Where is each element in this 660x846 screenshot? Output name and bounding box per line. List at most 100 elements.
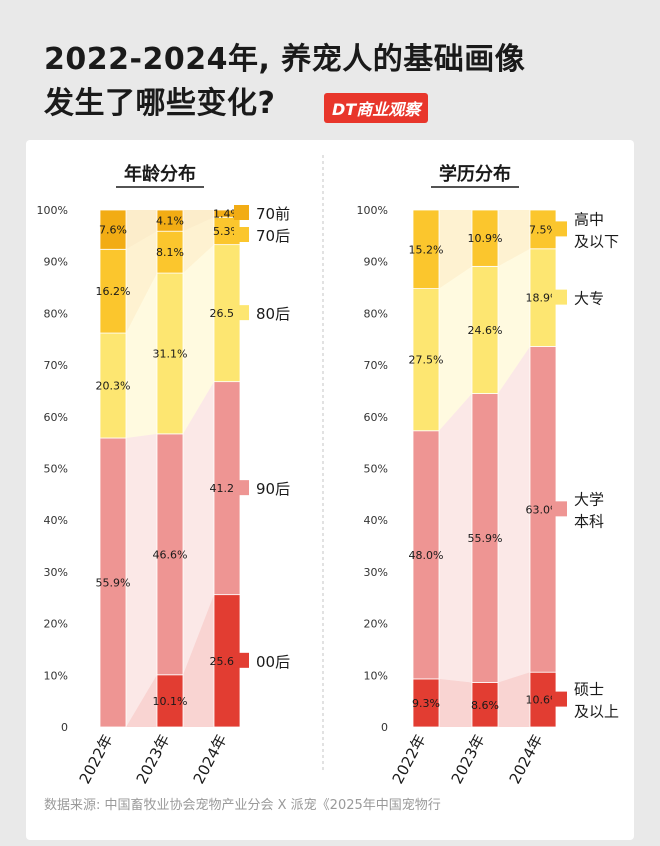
- c1-band-5: [126, 210, 157, 250]
- c2-ytick: 60%: [364, 411, 388, 424]
- c2-bar-1: [529, 671, 557, 728]
- c2-bar-2: [529, 346, 557, 673]
- c1-legend-swatch-4: [234, 227, 249, 242]
- c2-legend-label: 本科: [574, 512, 604, 530]
- c2-legend-label: 及以上: [574, 703, 619, 721]
- c1-ytick: 60%: [44, 411, 68, 424]
- c2-ytick: 70%: [364, 359, 388, 372]
- c1-ytick: 100%: [37, 204, 68, 217]
- c1-bar-1: [156, 674, 184, 728]
- title-line-1: 2022-2024年, 养宠人的基础画像: [44, 42, 526, 77]
- c1-data-label: 10.1%: [153, 695, 188, 708]
- c1-band-1: [183, 594, 214, 727]
- c1-legend-label: 70后: [256, 227, 290, 245]
- c2-bar-3: [471, 265, 499, 394]
- c2-title: 学历分布: [439, 163, 511, 185]
- c2-band-1: [439, 678, 472, 727]
- c2-bar-1: [471, 682, 499, 728]
- c2-ytick: 40%: [364, 514, 388, 527]
- c1-band-2: [126, 433, 157, 727]
- c2-band-2: [498, 346, 530, 683]
- c1-band-3: [183, 244, 214, 434]
- c1-ytick: 10%: [44, 669, 68, 682]
- c1-data-label: 1.4%: [213, 208, 241, 221]
- c2-bar-2: [471, 393, 499, 683]
- c2-legend-label: 大学: [574, 490, 604, 508]
- c2-data-label: 10.6%: [526, 694, 561, 707]
- c1-data-label: 55.9%: [96, 576, 131, 589]
- c1-legend-swatch-5: [234, 205, 249, 220]
- chart-layer: 年龄分布 0 10% 20% 30% 40% 50% 60% 70% 80% 90% 100% 55.9…: [37, 163, 619, 787]
- brand-logo: DT商业观察: [324, 93, 429, 123]
- c2-data-label: 48.0%: [409, 549, 444, 562]
- c1-ytick: 0: [61, 721, 68, 734]
- title-line-2: 发生了哪些变化?: [44, 86, 276, 121]
- c1-data-label: 20.3%: [96, 380, 131, 393]
- c1-ytick: 50%: [44, 463, 68, 476]
- c1-data-label: 4.1%: [156, 215, 184, 228]
- c1-data-label: 46.6%: [153, 548, 188, 561]
- c2-bar-3: [529, 248, 557, 347]
- source-note: 数据来源: 中国畜牧业协会宠物产业分会 X 派宠《2025年中国宠物行: [44, 798, 441, 813]
- c1-band-5: [183, 210, 214, 232]
- c2-band-4: [498, 210, 530, 267]
- c1-ytick: 80%: [44, 307, 68, 320]
- c2-ytick: 50%: [364, 463, 388, 476]
- c2-legend-label: 硕士: [574, 681, 604, 699]
- c2-legend-label: 高中: [574, 210, 604, 228]
- c1-band-2: [183, 381, 214, 675]
- c2-data-label: 55.9%: [468, 532, 503, 545]
- c1-bar-4: [99, 248, 127, 334]
- c1-legend-label: 80后: [256, 305, 290, 323]
- c2-bar-4: [471, 209, 499, 267]
- c1-band-4: [126, 231, 157, 334]
- c1-ytick: 30%: [44, 566, 68, 579]
- c1-data-label: 5.3%: [213, 225, 241, 238]
- c2-legend-label: 及以下: [574, 232, 619, 250]
- c2-data-label: 18.9%: [526, 292, 561, 305]
- c2-data-label: 10.9%: [468, 232, 503, 245]
- c2-data-label: 9.3%: [412, 697, 440, 710]
- c2-data-label: 24.6%: [468, 324, 503, 337]
- c1-data-label: 16.2%: [96, 285, 131, 298]
- c1-legend-swatch-1: [234, 652, 249, 668]
- c2-data-label: 15.2%: [409, 243, 444, 256]
- c1-band-1: [126, 674, 157, 727]
- c2-ytick: 90%: [364, 256, 388, 269]
- c2-data-label: 8.6%: [471, 699, 499, 712]
- c1-data-label: 31.1%: [153, 347, 188, 360]
- c2-data-label: 63.0%: [526, 503, 561, 516]
- c2-data-label: 27.5%: [409, 354, 444, 367]
- c2-data-label: 7.5%: [529, 223, 557, 236]
- c1-legend-swatch-2: [234, 480, 249, 496]
- c2-bar-1: [412, 678, 440, 728]
- c2-bar-4: [412, 209, 440, 289]
- c1-ytick: 40%: [44, 514, 68, 527]
- c1-bar-3: [156, 272, 184, 435]
- c2-ytick: 100%: [357, 204, 388, 217]
- c2-band-3: [439, 266, 472, 431]
- c2-band-2: [439, 393, 472, 683]
- c1-band-4: [183, 217, 214, 274]
- c1-title: 年龄分布: [124, 163, 196, 185]
- c1-bar-3: [99, 332, 127, 439]
- c1-legend-label: 70前: [256, 205, 290, 223]
- c2-legend-swatch-2: [552, 501, 567, 517]
- c2-band-4: [439, 210, 472, 289]
- c2-ytick: 20%: [364, 618, 388, 631]
- c1-ytick: 70%: [44, 359, 68, 372]
- c2-legend-swatch-1: [552, 691, 567, 707]
- c1-ytick: 20%: [44, 618, 68, 631]
- c2-bar-3: [412, 288, 440, 432]
- c1-ytick: 90%: [44, 256, 68, 269]
- page-title: 2022-2024年, 养宠人的基础画像 发生了哪些变化?: [44, 38, 525, 126]
- c1-data-label: 8.1%: [156, 246, 184, 259]
- c2-band-1: [498, 672, 530, 727]
- c2-ytick: 10%: [364, 669, 388, 682]
- c2-ytick: 80%: [364, 307, 388, 320]
- c2-legend-swatch-3: [552, 289, 567, 305]
- c2-ytick: 0: [381, 721, 388, 734]
- c1-legend-label: 90后: [256, 480, 290, 498]
